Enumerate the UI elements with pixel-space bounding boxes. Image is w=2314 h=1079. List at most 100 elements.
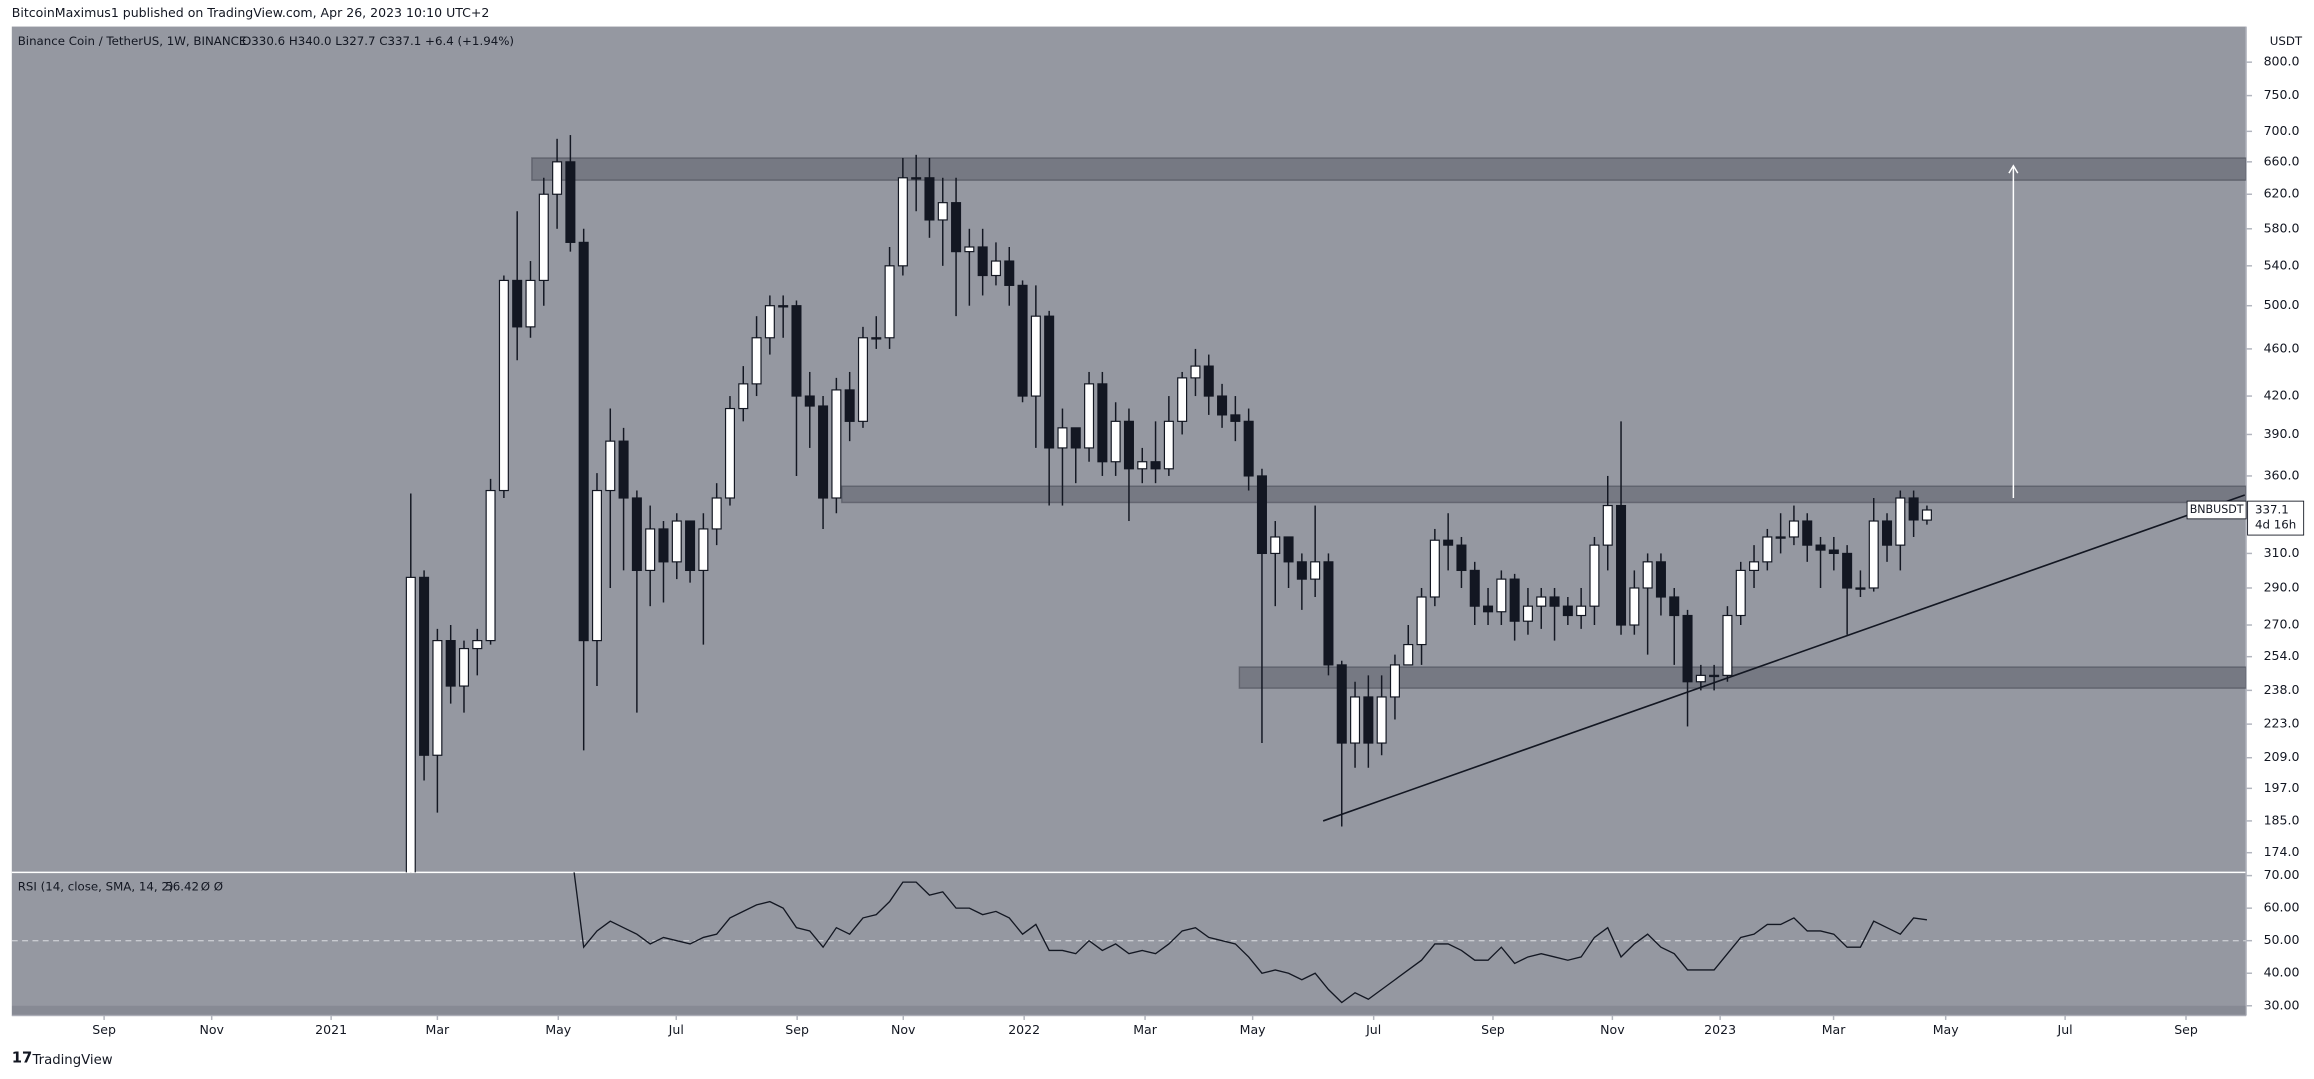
- candle-body: [1735, 569, 1746, 617]
- logo-mark: 17: [12, 1049, 33, 1066]
- y-tick-label: 750.0: [2264, 87, 2300, 102]
- x-tick-label: Sep: [1481, 1022, 1505, 1037]
- candle-body: [1389, 664, 1400, 698]
- x-tick-label: Mar: [1822, 1022, 1846, 1037]
- y-tick-label: 174.0: [2264, 844, 2300, 859]
- x-tick-label: Sep: [92, 1022, 116, 1037]
- candle-body: [405, 576, 416, 873]
- y-tick-label: 700.0: [2264, 123, 2300, 138]
- candle-body: [671, 520, 682, 563]
- candle-body: [1137, 461, 1148, 470]
- rsi-y-tick-label: 60.00: [2264, 900, 2300, 915]
- candle-body: [1163, 420, 1174, 470]
- candle-body: [432, 640, 443, 756]
- candle-body: [1030, 315, 1041, 397]
- candle-body: [1203, 365, 1214, 397]
- candle-body: [724, 407, 735, 499]
- candle-body: [1616, 504, 1627, 626]
- candle-body: [512, 279, 523, 328]
- candle-body: [1350, 696, 1361, 744]
- candle-body: [1908, 497, 1919, 521]
- candle-body: [884, 265, 895, 339]
- rsi-y-tick-label: 40.00: [2264, 965, 2300, 980]
- candle-body: [1788, 520, 1799, 538]
- candle-body: [1403, 643, 1414, 666]
- candle-body: [1110, 420, 1121, 463]
- candle-body: [1921, 509, 1932, 521]
- candle-body: [1456, 544, 1467, 572]
- x-tick-label: Mar: [1133, 1022, 1157, 1037]
- candle-body: [1775, 536, 1786, 539]
- x-tick-label: Jul: [2057, 1022, 2073, 1037]
- publisher: BitcoinMaximus1 published on TradingView…: [12, 5, 490, 20]
- candle-body: [552, 161, 563, 195]
- candle-body: [1283, 536, 1294, 563]
- candle-body: [791, 305, 802, 397]
- x-tick-label: Nov: [891, 1022, 916, 1037]
- candle-body: [1070, 427, 1081, 449]
- y-tick-label: 197.0: [2264, 780, 2300, 795]
- candle-body: [1669, 596, 1680, 617]
- candle-body: [1123, 420, 1134, 470]
- candle-body: [618, 440, 629, 499]
- candle-body: [1536, 596, 1547, 607]
- candle-body: [738, 383, 749, 410]
- candle-body: [711, 497, 722, 530]
- candle-body: [1150, 461, 1161, 470]
- candle-body: [698, 528, 709, 572]
- candle-body: [1443, 539, 1454, 546]
- rsi-legend: RSI (14, close, SMA, 14, 2): [18, 880, 174, 894]
- y-tick-label: 185.0: [2264, 812, 2300, 827]
- candle-body: [565, 161, 576, 243]
- y-tick-label: 310.0: [2264, 545, 2300, 560]
- candle-body: [1855, 587, 1866, 590]
- candle-body: [937, 202, 948, 221]
- x-tick-label: Jul: [668, 1022, 684, 1037]
- y-tick-label: 270.0: [2264, 617, 2300, 632]
- rsi-pane: [11, 872, 2247, 1016]
- candle-body: [857, 337, 868, 422]
- y-tick-label: 500.0: [2264, 297, 2300, 312]
- candle-body: [1522, 605, 1533, 622]
- y-tick-label: 209.0: [2264, 749, 2300, 764]
- currency: USDT: [2270, 34, 2303, 48]
- candle-body: [1562, 605, 1573, 617]
- candle-body: [871, 337, 882, 340]
- candle-body: [1709, 674, 1720, 678]
- candle-body: [1017, 284, 1028, 397]
- y-tick-label: 800.0: [2264, 54, 2300, 69]
- y-tick-label: 223.0: [2264, 716, 2300, 731]
- candle-body: [1296, 561, 1307, 580]
- y-tick-label: 290.0: [2264, 579, 2300, 594]
- candle-body: [591, 489, 602, 642]
- x-tick-label: May: [1240, 1022, 1266, 1037]
- y-tick-label: 660.0: [2264, 153, 2300, 168]
- x-tick-label: Nov: [199, 1022, 224, 1037]
- support-resistance-zone: [531, 157, 2247, 181]
- candle-body: [1336, 664, 1347, 744]
- y-tick-label: 580.0: [2264, 220, 2300, 235]
- x-tick-label: Sep: [2174, 1022, 2198, 1037]
- candle-body: [1549, 596, 1560, 607]
- candle-body: [1682, 614, 1693, 683]
- axes: 800.0 750.0 700.0 660.0 620.0 580.0 540.0 500.0…: [92, 54, 2305, 1037]
- price-tag-box: [2247, 500, 2305, 536]
- candle-body: [1243, 420, 1254, 477]
- y-tick-label: 390.0: [2264, 426, 2300, 441]
- x-tick-label: Sep: [785, 1022, 809, 1037]
- candle-body: [1044, 315, 1055, 449]
- candle-body: [1602, 504, 1613, 546]
- candle-body: [1270, 536, 1281, 555]
- candle-body: [1496, 578, 1507, 613]
- candle-body: [1815, 544, 1826, 551]
- x-tick-label: 2023: [1704, 1022, 1736, 1037]
- y-tick-label: 360.0: [2264, 467, 2300, 482]
- symbol-title: Binance Coin / TetherUS, 1W, BINANCE: [18, 34, 247, 48]
- x-tick-label: Mar: [426, 1022, 450, 1037]
- candle-body: [458, 647, 470, 687]
- candle-body: [831, 389, 842, 499]
- target-arrow-head: [2008, 164, 2019, 174]
- y-tick-label: 238.0: [2264, 682, 2300, 697]
- candle-body: [751, 337, 762, 385]
